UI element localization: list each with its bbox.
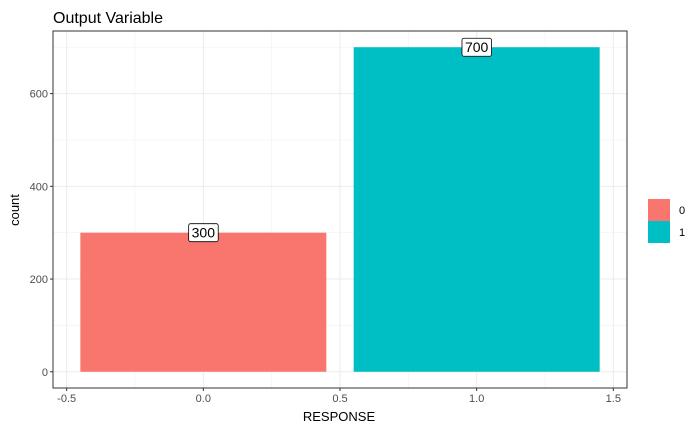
data-label-700: 700 <box>461 37 492 57</box>
data-label-text: 700 <box>465 39 489 55</box>
x-tick-label: -0.5 <box>57 393 76 405</box>
x-tick-label: 1.5 <box>606 393 621 405</box>
y-tick-label: 400 <box>30 181 48 193</box>
legend-label-0: 0 <box>679 205 685 217</box>
bar-0 <box>80 232 327 372</box>
data-label-300: 300 <box>188 223 219 243</box>
data-label-box <box>188 223 219 243</box>
legend-key-0 <box>648 199 670 221</box>
y-tick-label: 0 <box>42 367 48 379</box>
y-tick-label: 200 <box>30 274 48 286</box>
x-tick-label: 1.0 <box>469 393 484 405</box>
chart-title: Output Variable <box>53 10 163 27</box>
legend-label-1: 1 <box>679 227 685 239</box>
data-label-text: 300 <box>192 225 216 241</box>
x-axis-title: RESPONSE <box>303 409 376 424</box>
y-tick-label: 600 <box>30 89 48 101</box>
y-axis-title: count <box>7 194 22 226</box>
data-label-box <box>461 37 492 57</box>
legend-key-1 <box>648 221 670 243</box>
x-tick-label: 0.5 <box>332 393 347 405</box>
x-tick-label: 0.0 <box>196 393 211 405</box>
legend: 01 <box>648 199 685 243</box>
plot-area: 300 700 -0.5 0.0 0.5 1.0 1.5 0 200 400 600 <box>30 30 628 405</box>
bar-1 <box>353 47 600 372</box>
